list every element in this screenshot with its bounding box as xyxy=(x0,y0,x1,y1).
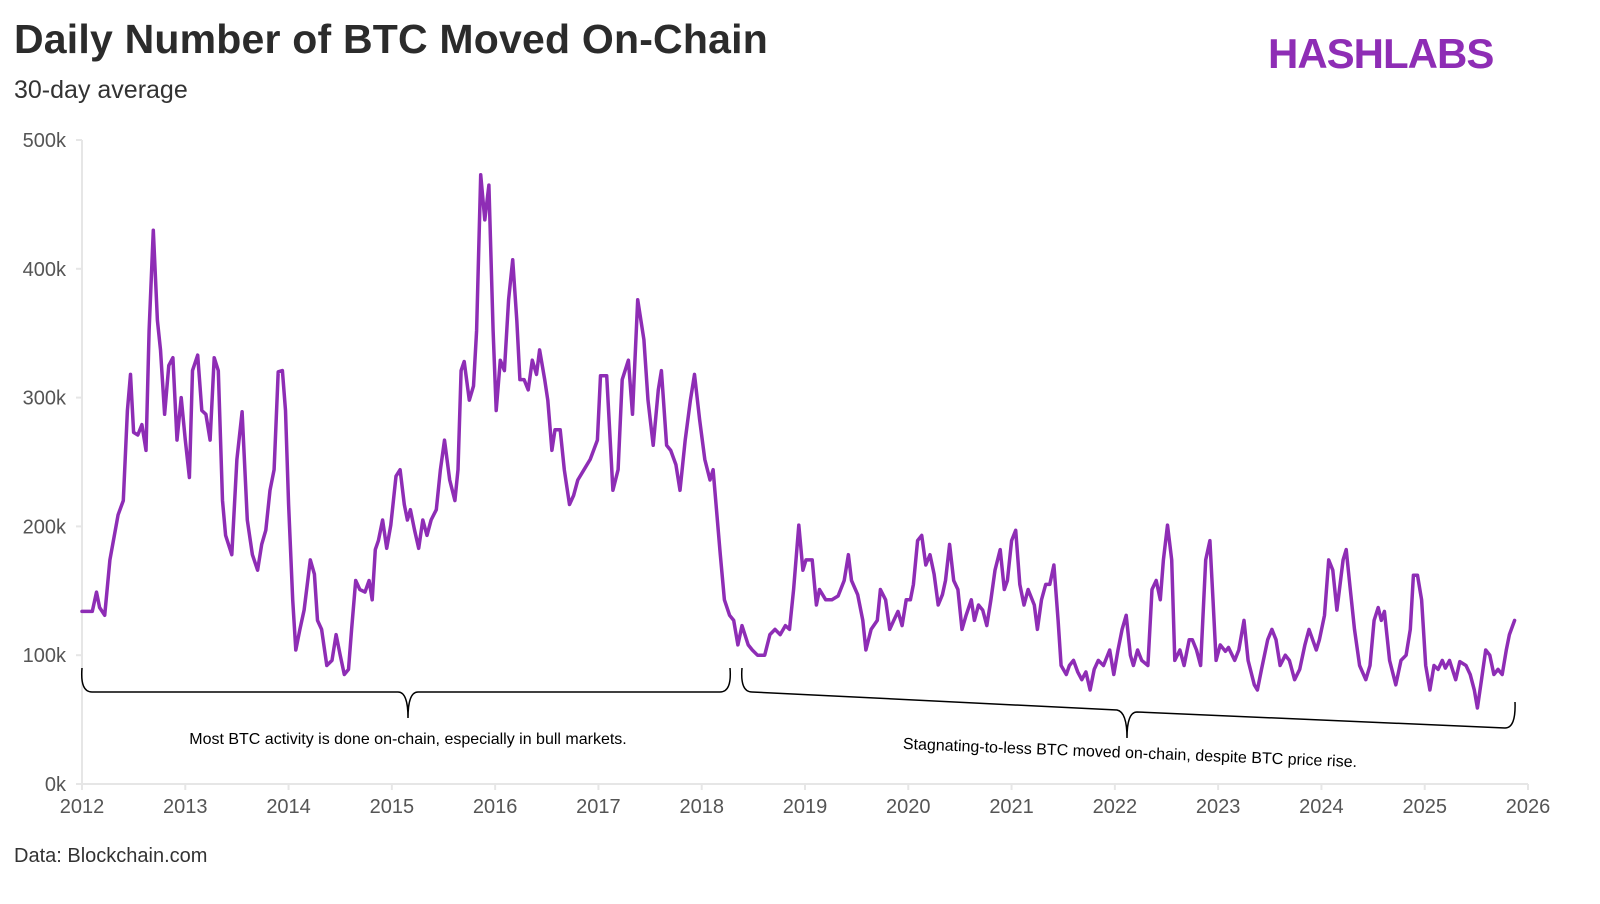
y-tick-label: 200k xyxy=(23,516,67,538)
x-tick-label: 2016 xyxy=(473,796,518,818)
data-source: Data: Blockchain.com xyxy=(14,845,208,867)
annotation-brace-2 xyxy=(740,667,1516,739)
annotation-brace-1 xyxy=(80,667,732,719)
x-tick-label: 2022 xyxy=(1093,796,1138,818)
x-tick-label: 2018 xyxy=(679,796,724,818)
y-tick-label: 0k xyxy=(45,774,67,796)
x-tick-label: 2012 xyxy=(60,796,105,818)
x-tick-label: 2024 xyxy=(1299,796,1344,818)
chart-subtitle: 30-day average xyxy=(14,76,188,104)
x-tick-label: 2017 xyxy=(576,796,621,818)
y-tick-label: 100k xyxy=(23,645,67,667)
x-tick-label: 2021 xyxy=(989,796,1034,818)
x-tick-label: 2019 xyxy=(783,796,828,818)
x-tick-label: 2023 xyxy=(1196,796,1241,818)
annotation-text-1: Most BTC activity is done on-chain, espe… xyxy=(189,731,627,748)
y-tick-label: 300k xyxy=(23,388,67,410)
y-tick-label: 400k xyxy=(23,259,67,281)
hashlabs-logo: HASHLABS xyxy=(1268,30,1494,77)
y-tick-label: 500k xyxy=(23,130,67,152)
x-tick-label: 2014 xyxy=(266,796,311,818)
x-tick-label: 2026 xyxy=(1506,796,1551,818)
axes: 0k 100k 200k 300k 400k 500k 2012 2013 2014 2015 20… xyxy=(23,130,1551,818)
x-tick-label: 2025 xyxy=(1402,796,1447,818)
chart-title: Daily Number of BTC Moved On-Chain xyxy=(14,16,768,62)
annotations: Most BTC activity is done on-chain, espe… xyxy=(80,667,1516,771)
series xyxy=(80,173,1517,710)
annotation-text-2: Stagnating-to-less BTC moved on-chain, d… xyxy=(903,736,1358,771)
x-tick-label: 2013 xyxy=(163,796,208,818)
x-tick-label: 2015 xyxy=(370,796,415,818)
x-tick-label: 2020 xyxy=(886,796,931,818)
series-line-0 xyxy=(80,173,1517,710)
